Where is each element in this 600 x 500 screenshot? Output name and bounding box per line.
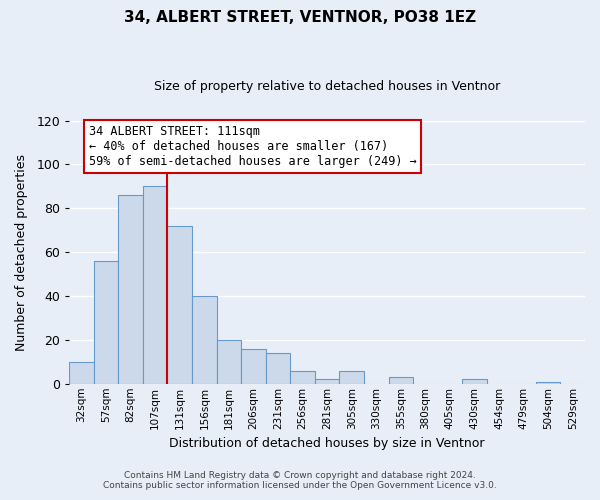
X-axis label: Distribution of detached houses by size in Ventnor: Distribution of detached houses by size … [169, 437, 485, 450]
Bar [389, 377, 413, 384]
Bar [241, 348, 266, 384]
Bar [118, 195, 143, 384]
Title: Size of property relative to detached houses in Ventnor: Size of property relative to detached ho… [154, 80, 500, 93]
Bar [536, 382, 560, 384]
Bar [340, 370, 364, 384]
Text: 34 ALBERT STREET: 111sqm
← 40% of detached houses are smaller (167)
59% of semi-: 34 ALBERT STREET: 111sqm ← 40% of detach… [89, 125, 416, 168]
Bar [69, 362, 94, 384]
Bar [143, 186, 167, 384]
Bar [290, 370, 315, 384]
Text: 34, ALBERT STREET, VENTNOR, PO38 1EZ: 34, ALBERT STREET, VENTNOR, PO38 1EZ [124, 10, 476, 25]
Bar [315, 380, 340, 384]
Bar [462, 380, 487, 384]
Text: Contains HM Land Registry data © Crown copyright and database right 2024.
Contai: Contains HM Land Registry data © Crown c… [103, 470, 497, 490]
Bar [94, 261, 118, 384]
Bar [192, 296, 217, 384]
Bar [167, 226, 192, 384]
Bar [217, 340, 241, 384]
Bar [266, 353, 290, 384]
Y-axis label: Number of detached properties: Number of detached properties [15, 154, 28, 350]
